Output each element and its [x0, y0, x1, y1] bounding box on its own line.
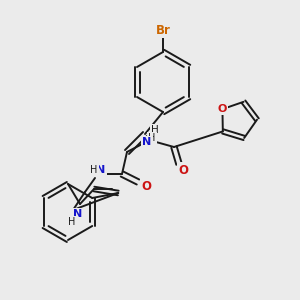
Text: Br: Br [156, 23, 170, 37]
Text: H: H [68, 217, 76, 227]
Text: O: O [141, 179, 151, 193]
Text: O: O [178, 164, 188, 176]
Text: H: H [90, 165, 98, 175]
Text: O: O [218, 104, 227, 114]
Text: N: N [142, 137, 152, 147]
Text: N: N [74, 209, 82, 219]
Text: H: H [148, 133, 156, 143]
Text: H: H [151, 125, 159, 135]
Text: N: N [96, 165, 106, 175]
